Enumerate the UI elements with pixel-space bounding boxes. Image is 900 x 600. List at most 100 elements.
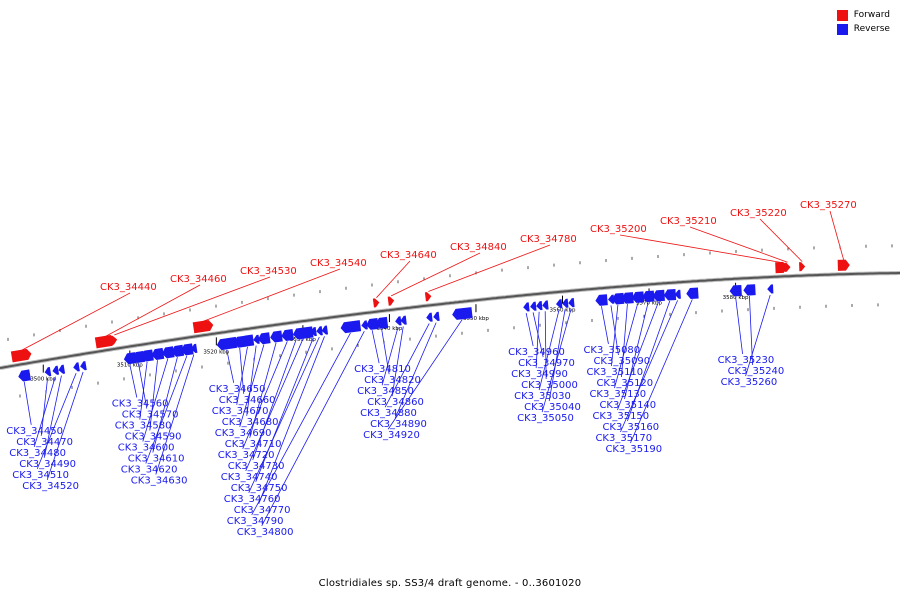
gene-label-CK3_35170[interactable]: CK3_35170 [595, 433, 652, 444]
gene-label-CK3_34750[interactable]: CK3_34750 [231, 483, 288, 494]
gene-CK3_35000[interactable] [542, 300, 549, 310]
gene-label-CK3_34710[interactable]: CK3_34710 [225, 439, 282, 450]
gene-label-CK3_35120[interactable]: CK3_35120 [596, 378, 653, 389]
gene-CK3_34510[interactable] [73, 362, 80, 372]
gene-CK3_34580[interactable] [140, 349, 154, 362]
gene-CK3_35120[interactable] [621, 292, 634, 304]
gene-label-CK3_34860[interactable]: CK3_34860 [367, 397, 424, 408]
gene-label-CK3_34850[interactable]: CK3_34850 [357, 386, 414, 397]
gene-label-CK3_34640[interactable]: CK3_34640 [380, 250, 437, 261]
gene-label-CK3_35190[interactable]: CK3_35190 [605, 444, 662, 455]
gene-label-CK3_34530[interactable]: CK3_34530 [240, 266, 297, 277]
gene-CK3_34810[interactable] [365, 318, 379, 330]
gene-label-CK3_34840[interactable]: CK3_34840 [450, 242, 507, 253]
gene-CK3_35150[interactable] [652, 289, 665, 302]
gene-label-CK3_34590[interactable]: CK3_34590 [125, 432, 182, 443]
gene-CK3_34710[interactable] [269, 330, 283, 344]
gene-label-CK3_34990[interactable]: CK3_34990 [511, 369, 568, 380]
gene-CK3_35220[interactable] [799, 262, 806, 272]
gene-label-CK3_35260[interactable]: CK3_35260 [721, 377, 778, 388]
gene-CK3_35030[interactable] [556, 299, 563, 309]
gene-CK3_34740[interactable] [292, 326, 314, 340]
gene-label-CK3_34660[interactable]: CK3_34660 [219, 395, 276, 406]
gene-CK3_35050[interactable] [568, 298, 575, 308]
gene-CK3_34540[interactable] [192, 319, 214, 334]
gene-label-CK3_35080[interactable]: CK3_35080 [583, 345, 640, 356]
gene-CK3_34570[interactable] [132, 350, 146, 364]
gene-CK3_34820[interactable] [375, 316, 389, 329]
gene-label-CK3_34580[interactable]: CK3_34580 [115, 421, 172, 432]
gene-CK3_35080[interactable] [595, 294, 608, 306]
gene-label-CK3_34690[interactable]: CK3_34690 [215, 428, 272, 439]
gene-label-CK3_34630[interactable]: CK3_34630 [131, 476, 188, 487]
gene-label-CK3_35150[interactable]: CK3_35150 [592, 411, 649, 422]
gene-CK3_34530[interactable] [110, 335, 118, 345]
gene-label-CK3_34720[interactable]: CK3_34720 [218, 450, 275, 461]
gene-CK3_34960[interactable] [523, 302, 530, 312]
gene-label-CK3_34820[interactable]: CK3_34820 [364, 375, 421, 386]
gene-CK3_35200[interactable] [775, 261, 788, 274]
gene-label-CK3_34570[interactable]: CK3_34570 [122, 410, 179, 421]
gene-CK3_34560[interactable] [123, 352, 137, 365]
gene-label-CK3_34970[interactable]: CK3_34970 [518, 358, 575, 369]
gene-label-CK3_34600[interactable]: CK3_34600 [118, 443, 175, 454]
gene-CK3_34650[interactable] [216, 336, 238, 351]
gene-CK3_34520[interactable] [79, 361, 87, 371]
gene-label-CK3_35040[interactable]: CK3_35040 [524, 402, 581, 413]
gene-label-CK3_35160[interactable]: CK3_35160 [602, 422, 659, 433]
gene-CK3_34880[interactable] [426, 312, 433, 323]
gene-label-CK3_34770[interactable]: CK3_34770 [234, 505, 291, 516]
gene-label-CK3_34520[interactable]: CK3_34520 [22, 481, 79, 492]
gene-label-CK3_35030[interactable]: CK3_35030 [514, 391, 571, 402]
gene-CK3_34800[interactable] [361, 320, 368, 330]
gene-label-CK3_35140[interactable]: CK3_35140 [599, 400, 656, 411]
gene-CK3_34480[interactable] [52, 365, 60, 376]
gene-label-CK3_34800[interactable]: CK3_34800 [237, 527, 294, 538]
gene-CK3_34850[interactable] [395, 316, 402, 326]
gene-label-CK3_35200[interactable]: CK3_35200 [590, 224, 647, 235]
gene-CK3_34860[interactable] [400, 315, 407, 326]
gene-CK3_35270[interactable] [837, 259, 850, 271]
gene-CK3_34460[interactable] [94, 334, 116, 349]
gene-CK3_35160[interactable] [663, 288, 677, 301]
gene-CK3_34630[interactable] [190, 343, 198, 354]
gene-label-CK3_34650[interactable]: CK3_34650 [209, 384, 266, 395]
gene-CK3_35110[interactable] [611, 292, 625, 305]
gene-label-CK3_35130[interactable]: CK3_35130 [589, 389, 646, 400]
gene-label-CK3_34790[interactable]: CK3_34790 [227, 516, 284, 527]
gene-CK3_35190[interactable] [686, 287, 699, 300]
gene-label-CK3_34470[interactable]: CK3_34470 [16, 437, 73, 448]
gene-CK3_34640[interactable] [372, 298, 380, 308]
gene-label-CK3_34610[interactable]: CK3_34610 [128, 454, 185, 465]
gene-CK3_34470[interactable] [44, 366, 52, 377]
gene-label-CK3_35220[interactable]: CK3_35220 [730, 208, 787, 219]
gene-CK3_34780[interactable] [424, 292, 432, 302]
gene-label-CK3_35210[interactable]: CK3_35210 [660, 216, 717, 227]
gene-label-CK3_34880[interactable]: CK3_34880 [360, 408, 417, 419]
gene-CK3_34670[interactable] [241, 334, 255, 348]
gene-label-CK3_34460[interactable]: CK3_34460 [170, 274, 227, 285]
gene-CK3_35170[interactable] [674, 289, 681, 299]
gene-CK3_34690[interactable] [257, 332, 271, 345]
gene-label-CK3_35230[interactable]: CK3_35230 [718, 355, 775, 366]
gene-label-CK3_34680[interactable]: CK3_34680 [222, 417, 279, 428]
gene-CK3_34680[interactable] [253, 334, 260, 345]
gene-label-CK3_34890[interactable]: CK3_34890 [370, 419, 427, 430]
gene-label-CK3_35050[interactable]: CK3_35050 [517, 413, 574, 424]
gene-CK3_34590[interactable] [151, 347, 165, 361]
gene-CK3_34720[interactable] [281, 329, 294, 342]
gene-CK3_35040[interactable] [562, 298, 569, 309]
gene-label-CK3_34560[interactable]: CK3_34560 [112, 399, 169, 410]
gene-label-CK3_35240[interactable]: CK3_35240 [728, 366, 785, 377]
gene-label-CK3_34620[interactable]: CK3_34620 [121, 465, 178, 476]
gene-CK3_34490[interactable] [58, 364, 66, 375]
gene-CK3_34790[interactable] [340, 320, 362, 334]
gene-CK3_34620[interactable] [180, 343, 194, 356]
gene-label-CK3_34490[interactable]: CK3_34490 [19, 459, 76, 470]
gene-label-CK3_34450[interactable]: CK3_34450 [6, 426, 63, 437]
gene-CK3_34990[interactable] [536, 301, 543, 311]
gene-CK3_34770[interactable] [321, 325, 329, 335]
gene-label-CK3_34670[interactable]: CK3_34670 [212, 406, 269, 417]
gene-CK3_35140[interactable] [642, 290, 655, 303]
gene-CK3_34840[interactable] [387, 296, 395, 306]
